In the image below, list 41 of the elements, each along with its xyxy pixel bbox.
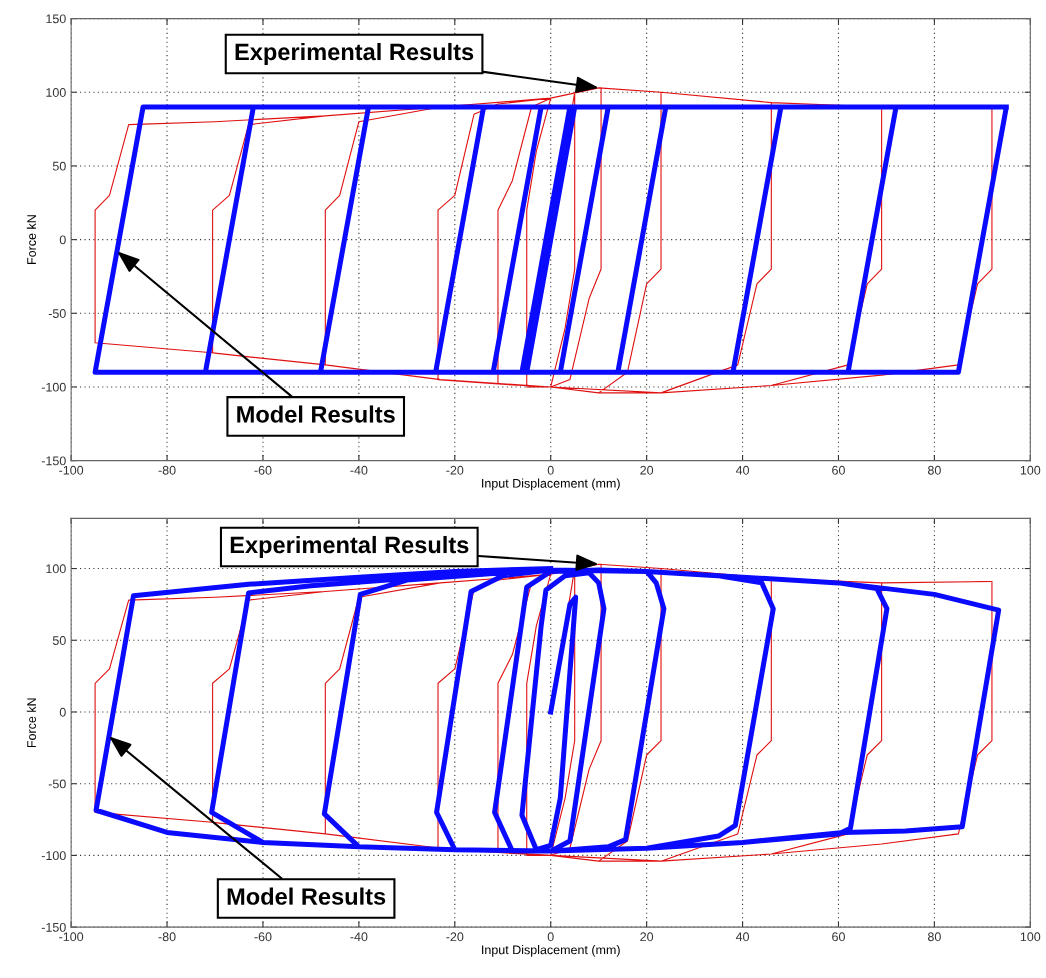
y-tick-label: 100 <box>46 88 66 97</box>
y-tick-label: -150 <box>41 922 66 932</box>
annotation: Model Results <box>237 405 395 423</box>
y-tick-label: 0 <box>59 707 66 717</box>
x-tick-label: -80 <box>158 465 176 475</box>
x-tick-label: 100 <box>1020 932 1041 942</box>
x-axis-title: Input Displacement (mm) <box>482 478 620 491</box>
x-tick-label: 20 <box>640 932 654 942</box>
y-tick-label: -100 <box>41 851 66 861</box>
x-tick-label: 60 <box>832 465 845 475</box>
x-tick-label: 0 <box>547 465 554 475</box>
x-tick-label: -20 <box>446 932 464 942</box>
y-tick-label: -50 <box>48 309 66 318</box>
x-tick-label: 80 <box>927 932 941 942</box>
annotation: Model Results <box>227 887 386 905</box>
annotation: Experimental Results <box>235 42 474 65</box>
x-tick-label: 80 <box>927 465 941 475</box>
x-tick-label: 100 <box>1020 465 1041 475</box>
x-tick-label: -80 <box>158 932 176 942</box>
y-tick-label: 50 <box>52 161 66 171</box>
x-tick-label: 40 <box>735 465 750 475</box>
y-tick-label: 50 <box>52 636 66 645</box>
y-tick-label: -150 <box>41 456 66 466</box>
y-axis-title: Force kN <box>26 215 36 264</box>
y-axis-title: Force kN <box>26 698 36 748</box>
y-tick-label: 100 <box>46 564 66 574</box>
annotation: Experimental Results <box>230 535 469 558</box>
x-tick-label: 20 <box>640 465 654 475</box>
x-tick-label: -60 <box>254 465 272 475</box>
y-tick-label: 0 <box>59 235 66 245</box>
x-axis-title: Input Displacement (mm) <box>482 945 620 957</box>
x-tick-label: -60 <box>254 932 272 942</box>
y-tick-label: 150 <box>46 14 66 24</box>
x-tick-label: 60 <box>832 932 845 942</box>
x-tick-label: 40 <box>735 932 750 942</box>
x-tick-label: -40 <box>350 465 368 475</box>
x-tick-label: -40 <box>350 932 368 942</box>
x-tick-label: 0 <box>547 932 554 942</box>
y-tick-label: -100 <box>41 382 66 392</box>
x-tick-label: -20 <box>446 465 464 475</box>
y-tick-label: -50 <box>48 779 66 789</box>
